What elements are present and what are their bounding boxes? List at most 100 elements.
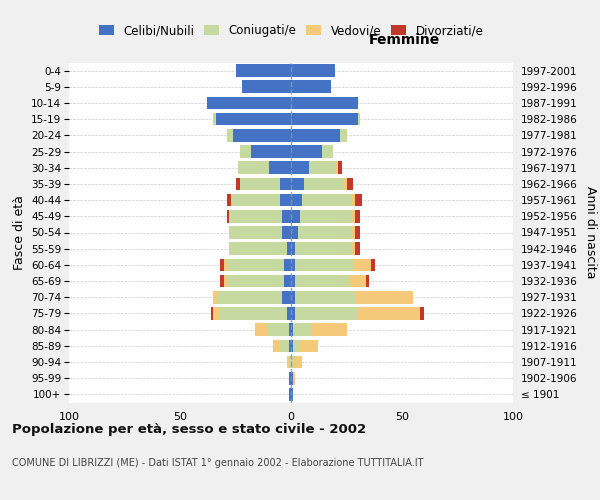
Bar: [295, 291, 355, 304]
Bar: [358, 307, 420, 320]
Bar: [291, 162, 309, 174]
Bar: [293, 324, 311, 336]
Bar: [309, 162, 335, 174]
Bar: [289, 324, 291, 336]
Bar: [291, 145, 322, 158]
Bar: [358, 113, 360, 126]
Bar: [266, 324, 289, 336]
Bar: [287, 242, 291, 255]
Bar: [227, 194, 231, 206]
Bar: [355, 210, 360, 222]
Bar: [256, 324, 266, 336]
Bar: [227, 210, 229, 222]
Bar: [302, 194, 351, 206]
Bar: [371, 258, 376, 271]
Bar: [291, 210, 300, 222]
Text: Femmine: Femmine: [368, 33, 440, 47]
Legend: Celibi/Nubili, Coniugati/e, Vedovi/e, Divorziati/e: Celibi/Nubili, Coniugati/e, Vedovi/e, Di…: [98, 24, 484, 37]
Bar: [347, 178, 353, 190]
Bar: [291, 178, 304, 190]
Bar: [355, 291, 413, 304]
Bar: [300, 340, 317, 352]
Bar: [289, 388, 291, 400]
Bar: [293, 356, 302, 368]
Bar: [291, 258, 295, 271]
Bar: [235, 178, 240, 190]
Bar: [227, 258, 284, 271]
Bar: [353, 258, 371, 271]
Bar: [215, 113, 291, 126]
Bar: [280, 194, 291, 206]
Bar: [300, 210, 351, 222]
Bar: [233, 129, 291, 141]
Bar: [295, 242, 351, 255]
Bar: [289, 372, 291, 384]
Bar: [344, 178, 347, 190]
Bar: [355, 226, 360, 239]
Bar: [227, 129, 233, 141]
Bar: [293, 372, 295, 384]
Bar: [284, 275, 291, 287]
Bar: [322, 145, 333, 158]
Bar: [214, 307, 220, 320]
Y-axis label: Fasce di età: Fasce di età: [13, 195, 26, 270]
Bar: [287, 307, 291, 320]
Bar: [282, 291, 291, 304]
Bar: [206, 96, 291, 110]
Bar: [295, 258, 353, 271]
Bar: [289, 356, 291, 368]
Bar: [238, 162, 269, 174]
Bar: [214, 113, 215, 126]
Bar: [280, 340, 289, 352]
Bar: [291, 242, 295, 255]
Bar: [351, 210, 355, 222]
Bar: [291, 291, 295, 304]
Bar: [220, 275, 224, 287]
Bar: [291, 129, 340, 141]
Bar: [295, 275, 349, 287]
Bar: [304, 178, 344, 190]
Bar: [231, 194, 280, 206]
Bar: [220, 307, 287, 320]
Bar: [291, 356, 293, 368]
Bar: [289, 340, 291, 352]
Bar: [291, 372, 293, 384]
Bar: [229, 242, 287, 255]
Bar: [349, 275, 367, 287]
Bar: [224, 258, 227, 271]
Bar: [295, 307, 358, 320]
Bar: [367, 275, 369, 287]
Bar: [291, 388, 293, 400]
Bar: [291, 340, 293, 352]
Bar: [218, 291, 282, 304]
Bar: [284, 258, 291, 271]
Bar: [220, 258, 224, 271]
Bar: [240, 178, 280, 190]
Bar: [224, 275, 227, 287]
Bar: [251, 145, 291, 158]
Bar: [355, 194, 362, 206]
Bar: [420, 307, 424, 320]
Bar: [211, 307, 214, 320]
Bar: [291, 275, 295, 287]
Bar: [242, 80, 291, 93]
Bar: [338, 162, 342, 174]
Bar: [291, 307, 295, 320]
Bar: [214, 291, 218, 304]
Y-axis label: Anni di nascita: Anni di nascita: [584, 186, 597, 279]
Bar: [298, 226, 351, 239]
Bar: [291, 80, 331, 93]
Bar: [282, 226, 291, 239]
Bar: [235, 64, 291, 77]
Bar: [291, 194, 302, 206]
Bar: [351, 242, 355, 255]
Bar: [291, 64, 335, 77]
Bar: [227, 275, 284, 287]
Bar: [229, 210, 282, 222]
Bar: [291, 96, 358, 110]
Bar: [311, 324, 347, 336]
Bar: [291, 113, 358, 126]
Bar: [351, 194, 355, 206]
Bar: [340, 129, 347, 141]
Text: COMUNE DI LIBRIZZI (ME) - Dati ISTAT 1° gennaio 2002 - Elaborazione TUTTITALIA.I: COMUNE DI LIBRIZZI (ME) - Dati ISTAT 1° …: [12, 458, 424, 468]
